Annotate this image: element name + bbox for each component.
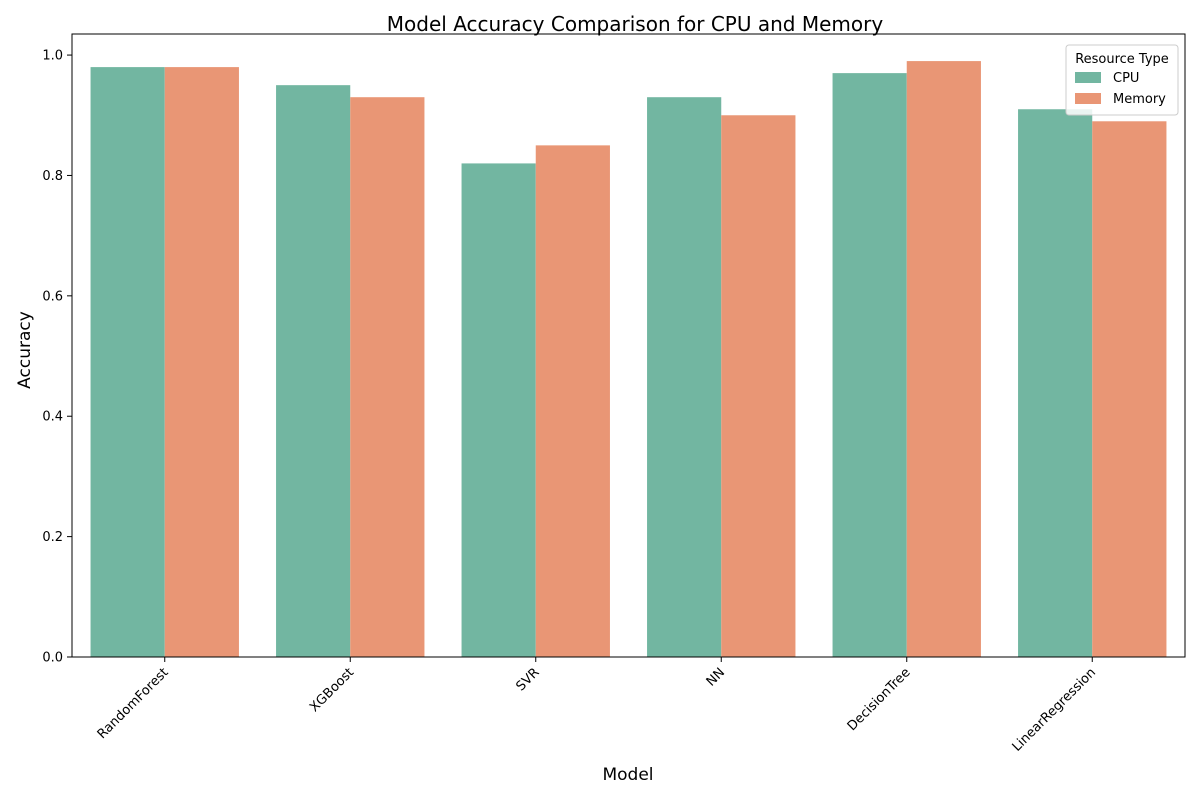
x-tick-label: XGBoost [307,665,357,715]
bar-cpu-xgboost [276,85,351,658]
bar-cpu-randomforest [90,67,165,658]
y-axis: 0.0 0.2 0.4 0.6 0.8 1.0 [42,49,72,666]
bar-cpu-svr [461,163,536,657]
legend-swatch-cpu [1075,72,1101,83]
plot-area [90,61,1167,658]
y-axis-label: Accuracy [15,311,35,389]
legend-title: Resource Type [1075,52,1169,67]
y-tick-label: 0.6 [42,289,63,304]
chart-title: Model Accuracy Comparison for CPU and Me… [387,12,884,36]
x-axis-label: Model [602,765,653,785]
bar-memory-linearregression [1092,121,1167,657]
bar-cpu-nn [647,97,722,658]
x-tick-label: NN [704,665,728,689]
bar-memory-nn [721,115,796,658]
bar-memory-decisiontree [906,61,981,657]
bar-cpu-decisiontree [832,73,907,657]
bar-cpu-linearregression [1018,109,1093,657]
legend-swatch-memory [1075,93,1101,104]
bar-memory-svr [535,145,610,657]
x-tick-label: DecisionTree [845,665,914,734]
legend: Resource Type CPU Memory [1065,44,1179,116]
bar-memory-xgboost [350,97,425,658]
x-tick-label: LinearRegression [1010,665,1099,754]
x-tick-label: RandomForest [95,665,172,742]
bar-memory-randomforest [164,67,239,658]
legend-label-memory: Memory [1113,92,1166,107]
x-axis: RandomForest XGBoost SVR NN DecisionTree Line… [95,657,1099,755]
y-tick-label: 0.4 [42,410,63,425]
plot-frame [71,33,1186,658]
y-tick-label: 0.8 [42,169,63,184]
y-tick-label: 0.0 [42,651,63,666]
y-tick-label: 0.2 [42,530,63,545]
x-tick-label: SVR [513,665,542,694]
legend-label-cpu: CPU [1113,71,1139,86]
y-tick-label: 1.0 [42,49,63,64]
